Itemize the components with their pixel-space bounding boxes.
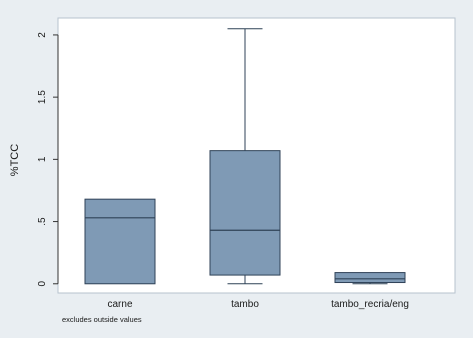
y-tick-label: .5 [37,217,48,226]
x-category-label: carne [107,299,132,310]
box-iqr [334,272,406,284]
x-axis-labels: carne tambo tambo_recria/eng [107,299,408,310]
box-iqr [84,198,156,285]
box-carne [84,198,156,285]
box-tambo-recria-eng [334,272,406,285]
x-category-label: tambo [231,299,259,310]
x-category-label: tambo_recria/eng [331,299,409,310]
y-tick-label: 1.5 [37,90,48,104]
y-tick-label: 0 [37,281,48,287]
y-axis: 0 .5 1 1.5 2 [37,32,59,287]
y-tick-label: 2 [37,32,48,38]
chart-note: excludes outside values [62,315,142,324]
y-tick-label: 1 [37,156,48,162]
box-tambo [209,28,281,285]
box-iqr [209,150,281,276]
box-series [84,28,406,285]
y-axis-label: %TCC [9,144,21,176]
